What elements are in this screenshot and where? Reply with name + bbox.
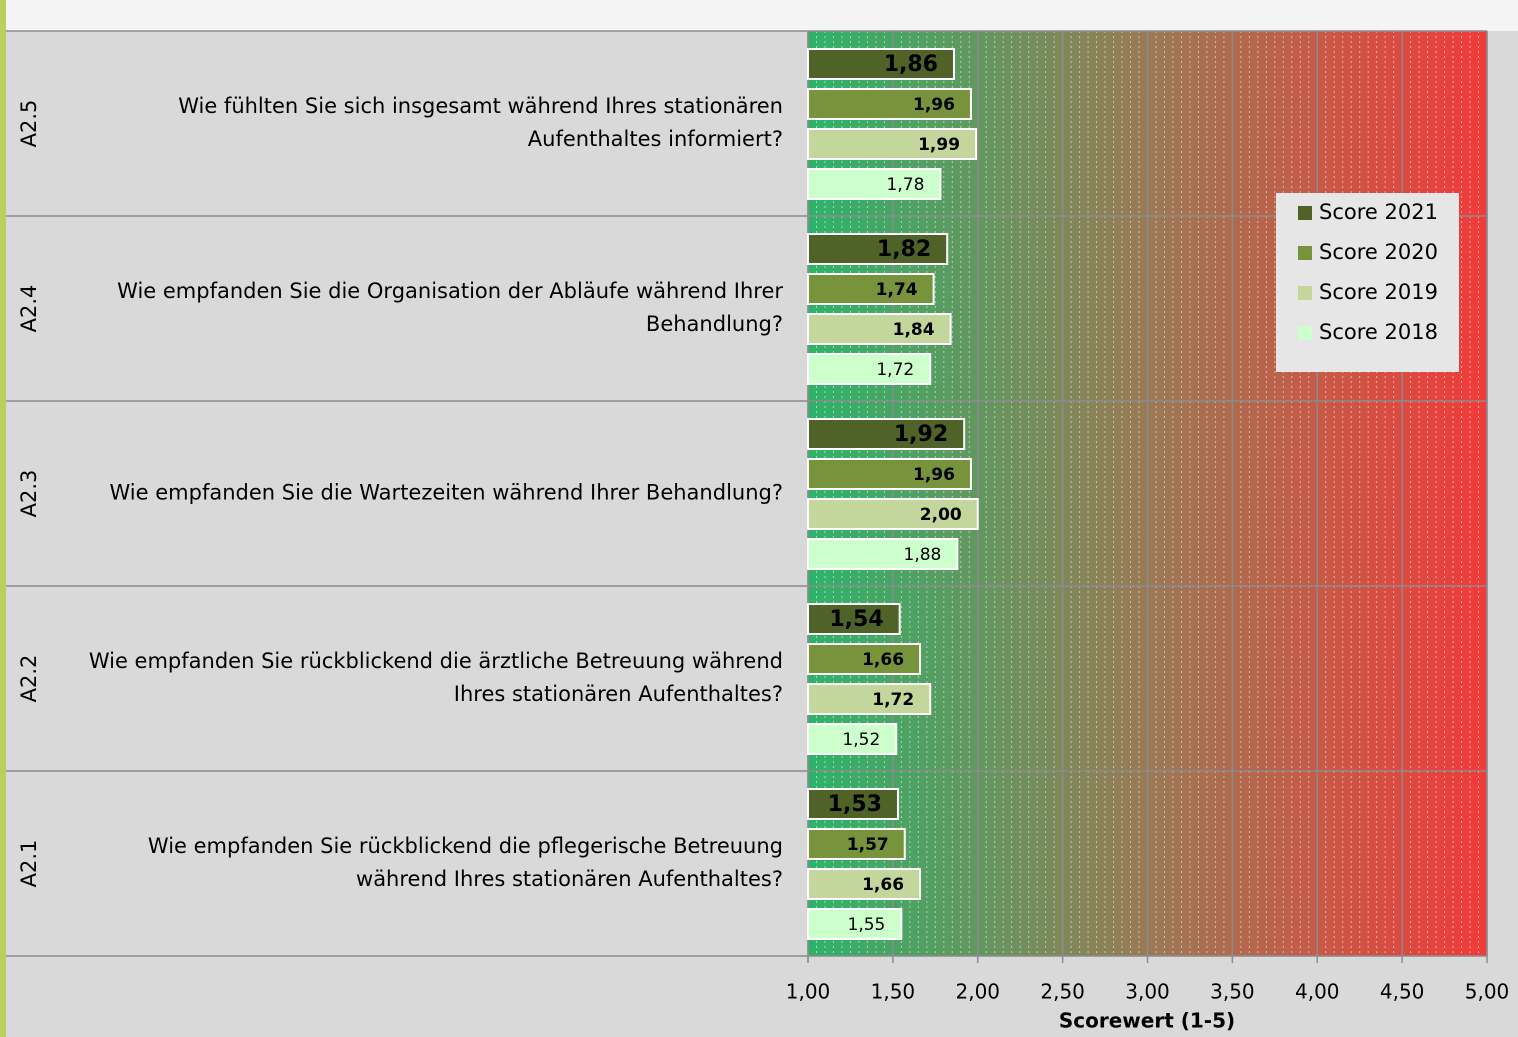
x-tick-label: 3,00 xyxy=(1125,980,1170,1004)
question-text: Ihres stationären Aufenthaltes? xyxy=(454,682,783,706)
x-tick-label: 3,50 xyxy=(1210,980,1255,1004)
bar xyxy=(807,723,898,755)
value-label: 1,55 xyxy=(848,915,886,935)
bar xyxy=(807,683,932,715)
x-tick-label: 4,00 xyxy=(1295,980,1340,1004)
value-label: 1,86 xyxy=(884,52,938,77)
question-text: Wie empfanden Sie rückblickend die ärztl… xyxy=(89,649,783,673)
value-label: 1,88 xyxy=(904,545,942,565)
x-tick-label: 4,50 xyxy=(1380,980,1425,1004)
x-tick-label: 5,00 xyxy=(1465,980,1510,1004)
value-label: 1,72 xyxy=(872,690,914,710)
x-tick-label: 1,50 xyxy=(871,980,916,1004)
legend-swatch xyxy=(1298,246,1312,260)
value-label: 1,82 xyxy=(877,237,931,262)
category-code: A2.4 xyxy=(17,285,41,333)
value-label: 1,74 xyxy=(876,280,918,300)
bar xyxy=(807,908,903,940)
legend-label: Score 2019 xyxy=(1319,280,1438,304)
bar xyxy=(807,788,899,820)
legend-swatch xyxy=(1298,326,1312,340)
bar xyxy=(807,868,922,900)
legend-label: Score 2021 xyxy=(1319,200,1438,224)
category-code: A2.1 xyxy=(17,840,41,888)
value-label: 1,52 xyxy=(842,730,880,750)
bar xyxy=(807,313,952,345)
value-label: 1,66 xyxy=(862,875,904,895)
x-tick-label: 2,00 xyxy=(955,980,1000,1004)
x-tick-label: 2,50 xyxy=(1040,980,1085,1004)
bar xyxy=(807,353,932,385)
question-text: Wie empfanden Sie die Wartezeiten währen… xyxy=(110,481,784,505)
bar xyxy=(807,48,955,80)
value-label: 1,84 xyxy=(893,320,935,340)
bar xyxy=(807,128,978,160)
legend-label: Score 2018 xyxy=(1319,320,1438,344)
question-text: Behandlung? xyxy=(646,312,783,336)
bar xyxy=(807,88,972,120)
question-text: Wie empfanden Sie rückblickend die pfleg… xyxy=(148,834,783,858)
value-label: 1,78 xyxy=(887,175,925,195)
legend-swatch xyxy=(1298,286,1312,300)
legend-label: Score 2020 xyxy=(1319,240,1438,264)
bar xyxy=(807,233,949,265)
bar xyxy=(807,273,935,305)
bar xyxy=(807,828,906,860)
value-label: 1,57 xyxy=(847,835,889,855)
value-label: 1,54 xyxy=(829,607,883,632)
bar xyxy=(807,643,922,675)
question-text: Wie fühlten Sie sich insgesamt während I… xyxy=(178,94,783,118)
question-text: Wie empfanden Sie die Organisation der A… xyxy=(117,279,783,303)
value-label: 1,66 xyxy=(862,650,904,670)
bar xyxy=(807,418,966,450)
bar xyxy=(807,458,972,490)
value-label: 1,99 xyxy=(918,135,960,155)
bar xyxy=(807,168,942,200)
bar xyxy=(807,498,979,530)
value-label: 1,96 xyxy=(913,465,955,485)
bar xyxy=(807,538,959,570)
value-label: 1,92 xyxy=(894,422,948,447)
question-text: während Ihres stationären Aufenthaltes? xyxy=(356,867,783,891)
value-label: 1,72 xyxy=(876,360,914,380)
legend-swatch xyxy=(1298,206,1312,220)
bar xyxy=(807,603,901,635)
question-text: Aufenthaltes informiert? xyxy=(528,127,783,151)
legend-box xyxy=(1276,193,1459,372)
x-tick-label: 1,00 xyxy=(786,980,831,1004)
category-code: A2.5 xyxy=(17,100,41,148)
category-code: A2.2 xyxy=(17,655,41,703)
x-axis-label: Scorewert (1-5) xyxy=(1059,1009,1235,1033)
left-stripe xyxy=(0,0,6,1037)
category-code: A2.3 xyxy=(17,470,41,518)
value-label: 1,53 xyxy=(828,792,882,817)
top-strip xyxy=(0,0,1518,31)
value-label: 1,96 xyxy=(913,95,955,115)
value-label: 2,00 xyxy=(920,505,962,525)
